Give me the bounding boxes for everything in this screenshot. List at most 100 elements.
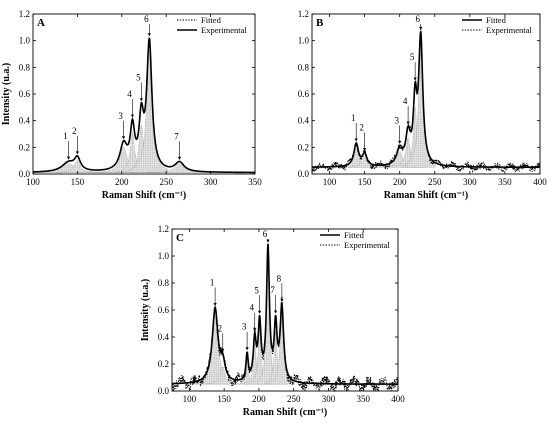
panel-a-peak-arrowhead-2 xyxy=(75,151,79,155)
panel-c-legend-experimental: Experimental xyxy=(344,240,390,250)
panel-a-peak-arrowhead-4 xyxy=(130,114,135,118)
panel-c-x-tick-label-200: 200 xyxy=(252,394,266,404)
panel-b-experimental-line xyxy=(311,28,541,174)
panel-a-y-tick-label-0.4: 0.4 xyxy=(19,116,31,126)
panel-a-y-tick-label-0: 0.0 xyxy=(19,169,31,179)
panel-c-x-tick-label-400: 400 xyxy=(391,394,405,404)
panel-b-peak-label-5: 5 xyxy=(410,52,415,62)
panel-c-peak-label-7: 7 xyxy=(270,285,275,295)
panel-c-y-tick-label-0: 0.0 xyxy=(158,386,170,396)
panel-c-fitted-line xyxy=(171,244,398,385)
panel-c-x-tick-label-250: 250 xyxy=(287,394,301,404)
panel-b-peak-fill-2 xyxy=(347,155,382,168)
panel-a-y-tick-label-0.6: 0.6 xyxy=(19,89,31,99)
panel-c-peak-arrowhead-1 xyxy=(213,302,217,306)
panel-c-peak-arrowhead-2 xyxy=(221,348,225,352)
panel-b-peak-fill-6 xyxy=(405,40,436,168)
panel-a-y-axis: 0.0 0.2 0.4 0.6 0.8 1.0 1.2 xyxy=(19,9,255,179)
panel-c-y-axis: 0.0 0.2 0.4 0.6 0.8 1.0 1.2 xyxy=(158,224,398,396)
panel-a-peak-label-1: 1 xyxy=(63,131,68,141)
panel-b-legend-fitted: Fitted xyxy=(486,15,507,25)
panel-b-x-tick-label-200: 200 xyxy=(393,177,407,187)
panel-b-letter: B xyxy=(316,17,324,29)
panel-a-x-tick-label-350: 350 xyxy=(248,177,262,187)
panel-b-y-tick-label-0.2: 0.2 xyxy=(298,142,309,152)
panel-b-peak-arrowhead-6 xyxy=(419,26,423,30)
panel-c-y-tick-label-0.6: 0.6 xyxy=(158,305,170,315)
panel-b-peak-fill-4 xyxy=(391,137,426,168)
panel-c-x-tick-label-150: 150 xyxy=(217,394,231,404)
panel-b-x-axis-title: Raman Shift (cm⁻¹) xyxy=(384,190,468,201)
panel-b-peak-label-4: 4 xyxy=(403,96,408,106)
panel-a-peak-label-2: 2 xyxy=(72,126,77,136)
panel-a-fill-layer xyxy=(32,44,212,173)
panel-c-y-tick-label-1: 1.0 xyxy=(158,251,170,261)
panel-c-y-tick-label-0.4: 0.4 xyxy=(158,332,170,342)
panel-c-peak-label-8: 8 xyxy=(277,273,282,283)
panel-b-peak-arrowhead-4 xyxy=(406,121,410,125)
panel-b-peak-arrowhead-2 xyxy=(363,147,367,151)
panel-b-y-tick-label-1: 1.0 xyxy=(298,36,310,46)
panel-a-peak-arrowhead-1 xyxy=(66,156,71,160)
panel-a-x-tick-label-200: 200 xyxy=(115,177,129,187)
panel-c-peak-arrowhead-7 xyxy=(274,310,278,314)
panel-a-y-axis-title: Intensity (u.a.) xyxy=(1,63,12,126)
panel-a-x-tick-label-100: 100 xyxy=(26,177,40,187)
panel-c-y-tick-label-0.8: 0.8 xyxy=(158,278,170,288)
panel-a-peak-fill-6 xyxy=(130,44,169,173)
panel-b-x-tick-label-100: 100 xyxy=(323,177,337,187)
panel-a-legend-experimental: Experimental xyxy=(201,25,247,35)
panel-a-y-tick-label-0.8: 0.8 xyxy=(19,62,31,72)
panel-b-y-tick-label-0.4: 0.4 xyxy=(298,116,310,126)
panel-b-legend: Fitted Experimental xyxy=(462,15,532,35)
panel-a-y-tick-label-1.2: 1.2 xyxy=(19,9,30,19)
panel-a-peak-label-6: 6 xyxy=(144,14,149,24)
panel-c-y-tick-label-0.2: 0.2 xyxy=(158,359,169,369)
panel-a-peak-arrowhead-6 xyxy=(147,33,151,37)
panel-b-peak-label-1: 1 xyxy=(351,113,356,123)
panel-a-x-axis-title: Raman Shift (cm⁻¹) xyxy=(102,190,186,201)
panel-a-x-tick-label-300: 300 xyxy=(204,177,218,187)
panel-b-y-tick-label-0.8: 0.8 xyxy=(298,62,310,72)
panel-a-peak-label-5: 5 xyxy=(136,73,141,83)
panel-a-peak-label-3: 3 xyxy=(118,111,123,121)
panel-c-peak-label-4: 4 xyxy=(250,303,255,313)
panel-b-y-tick-label-1.2: 1.2 xyxy=(298,9,309,19)
panel-c-legend: Fitted Experimental xyxy=(320,230,390,250)
panel-c-x-tick-label-100: 100 xyxy=(183,394,197,404)
panel-c-peak-arrowhead-5 xyxy=(258,310,262,314)
panel-b-x-tick-label-150: 150 xyxy=(358,177,372,187)
panel-c-peak-fill-7 xyxy=(264,330,287,385)
panel-b-legend-experimental: Experimental xyxy=(486,25,532,35)
panel-a-y-tick-label-0.2: 0.2 xyxy=(19,142,30,152)
panel-c-peak-label-5: 5 xyxy=(254,285,259,295)
panel-b-peak-arrowhead-3 xyxy=(398,140,402,144)
panel-b-x-tick-label-400: 400 xyxy=(533,177,547,187)
panel-a-x-tick-label-250: 250 xyxy=(159,177,173,187)
panel-a-peak-fill-7 xyxy=(147,163,212,173)
panel-c-peak-arrowhead-6 xyxy=(266,239,270,243)
panel-c-peak-label-3: 3 xyxy=(242,322,247,332)
panel-a-y-tick-label-1: 1.0 xyxy=(19,36,31,46)
panel-c-x-axis-title: Raman Shift (cm⁻¹) xyxy=(243,407,327,418)
panel-a-peak-label-7: 7 xyxy=(174,131,179,141)
panel-a-letter: A xyxy=(37,17,45,29)
panel-c-letter: C xyxy=(176,232,184,244)
panel-c-peak-fill-2 xyxy=(205,366,240,385)
panel-c-peak-arrowhead-3 xyxy=(245,347,249,351)
panel-a-peak-label-4: 4 xyxy=(127,89,132,99)
panel-c-x-axis: 100 150 200 250 300 350 400 xyxy=(183,229,405,404)
panel-b-x-axis: 100 150 200 250 300 350 400 xyxy=(323,14,547,187)
panel-b-x-tick-label-350: 350 xyxy=(498,177,512,187)
panel-c-experimental-line xyxy=(171,243,399,393)
panel-b-x-tick-label-300: 300 xyxy=(463,177,477,187)
panel-c-y-tick-label-1.2: 1.2 xyxy=(158,224,169,234)
panel-a-legend: Fitted Experimental xyxy=(177,15,247,35)
panel-b-x-tick-label-250: 250 xyxy=(428,177,442,187)
panel-c-peak-label-6: 6 xyxy=(263,229,268,239)
panel-a-peak-labels: 12 3 45 6 7 xyxy=(63,14,182,160)
